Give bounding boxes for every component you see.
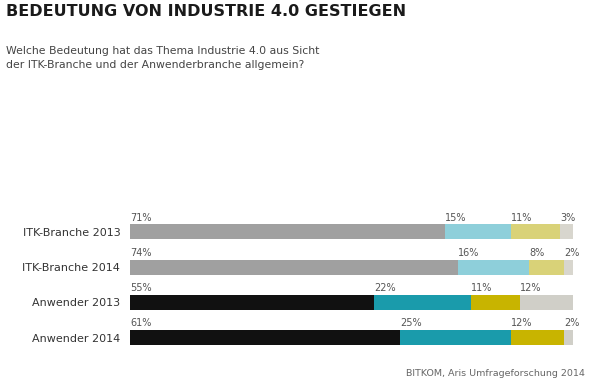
Bar [472,295,520,310]
Text: 15%: 15% [444,213,466,223]
Text: 11%: 11% [472,283,493,293]
Bar [444,225,511,239]
Bar [529,260,564,275]
Bar [511,225,560,239]
Text: 22%: 22% [374,283,395,293]
Text: 2%: 2% [564,319,580,329]
Bar [564,260,573,275]
Text: 71%: 71% [130,213,151,223]
Text: Welche Bedeutung hat das Thema Industrie 4.0 aus Sicht
der ITK-Branche und der A: Welche Bedeutung hat das Thema Industrie… [6,46,319,70]
Bar [564,330,573,345]
Text: 12%: 12% [520,283,541,293]
Bar [130,225,444,239]
Bar [401,330,511,345]
Text: 8%: 8% [529,248,544,258]
Bar [130,330,401,345]
Text: 2%: 2% [564,248,580,258]
Bar [458,260,529,275]
Text: 16%: 16% [458,248,479,258]
Text: 74%: 74% [130,248,151,258]
Text: 55%: 55% [130,283,152,293]
Text: 25%: 25% [401,319,422,329]
Text: 12%: 12% [511,319,532,329]
Text: 11%: 11% [511,213,532,223]
Bar [520,295,573,310]
Text: BITKOM, Aris Umfrageforschung 2014: BITKOM, Aris Umfrageforschung 2014 [406,369,585,378]
Bar [560,225,573,239]
Bar [130,295,374,310]
Text: BEDEUTUNG VON INDUSTRIE 4.0 GESTIEGEN: BEDEUTUNG VON INDUSTRIE 4.0 GESTIEGEN [6,4,406,19]
Bar [374,295,472,310]
Bar [511,330,564,345]
Text: 61%: 61% [130,319,151,329]
Text: 3%: 3% [560,213,575,223]
Bar [130,260,458,275]
